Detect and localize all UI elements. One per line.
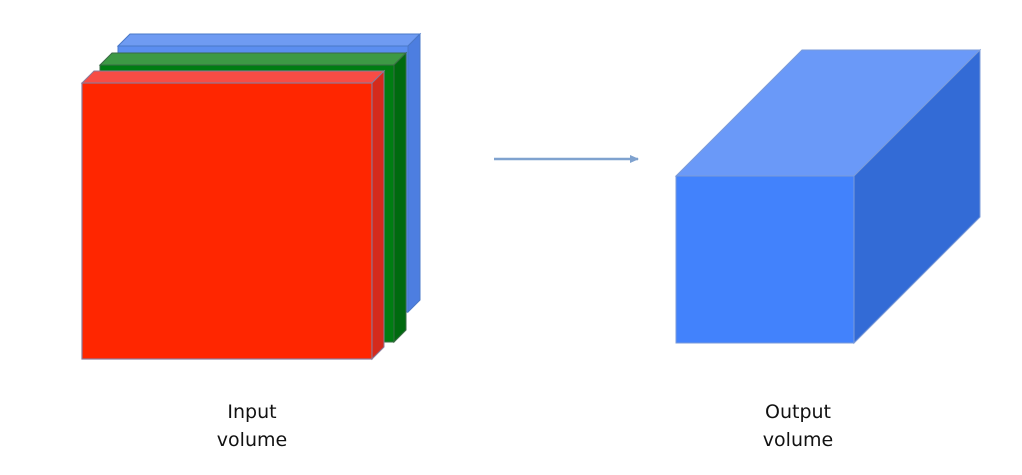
output-volume-front-face: [675, 175, 855, 344]
input-volume-caption: Input volume: [152, 398, 352, 454]
output-caption-line2: volume: [762, 429, 834, 451]
input-volume: [80, 32, 422, 361]
output-volume: [674, 48, 982, 345]
input-caption-line2: volume: [216, 429, 288, 451]
input-caption-line1: Input: [227, 401, 277, 423]
output-caption-line1: Output: [765, 401, 831, 423]
output-volume-caption: Output volume: [698, 398, 898, 454]
input-channel-red: [80, 69, 386, 361]
